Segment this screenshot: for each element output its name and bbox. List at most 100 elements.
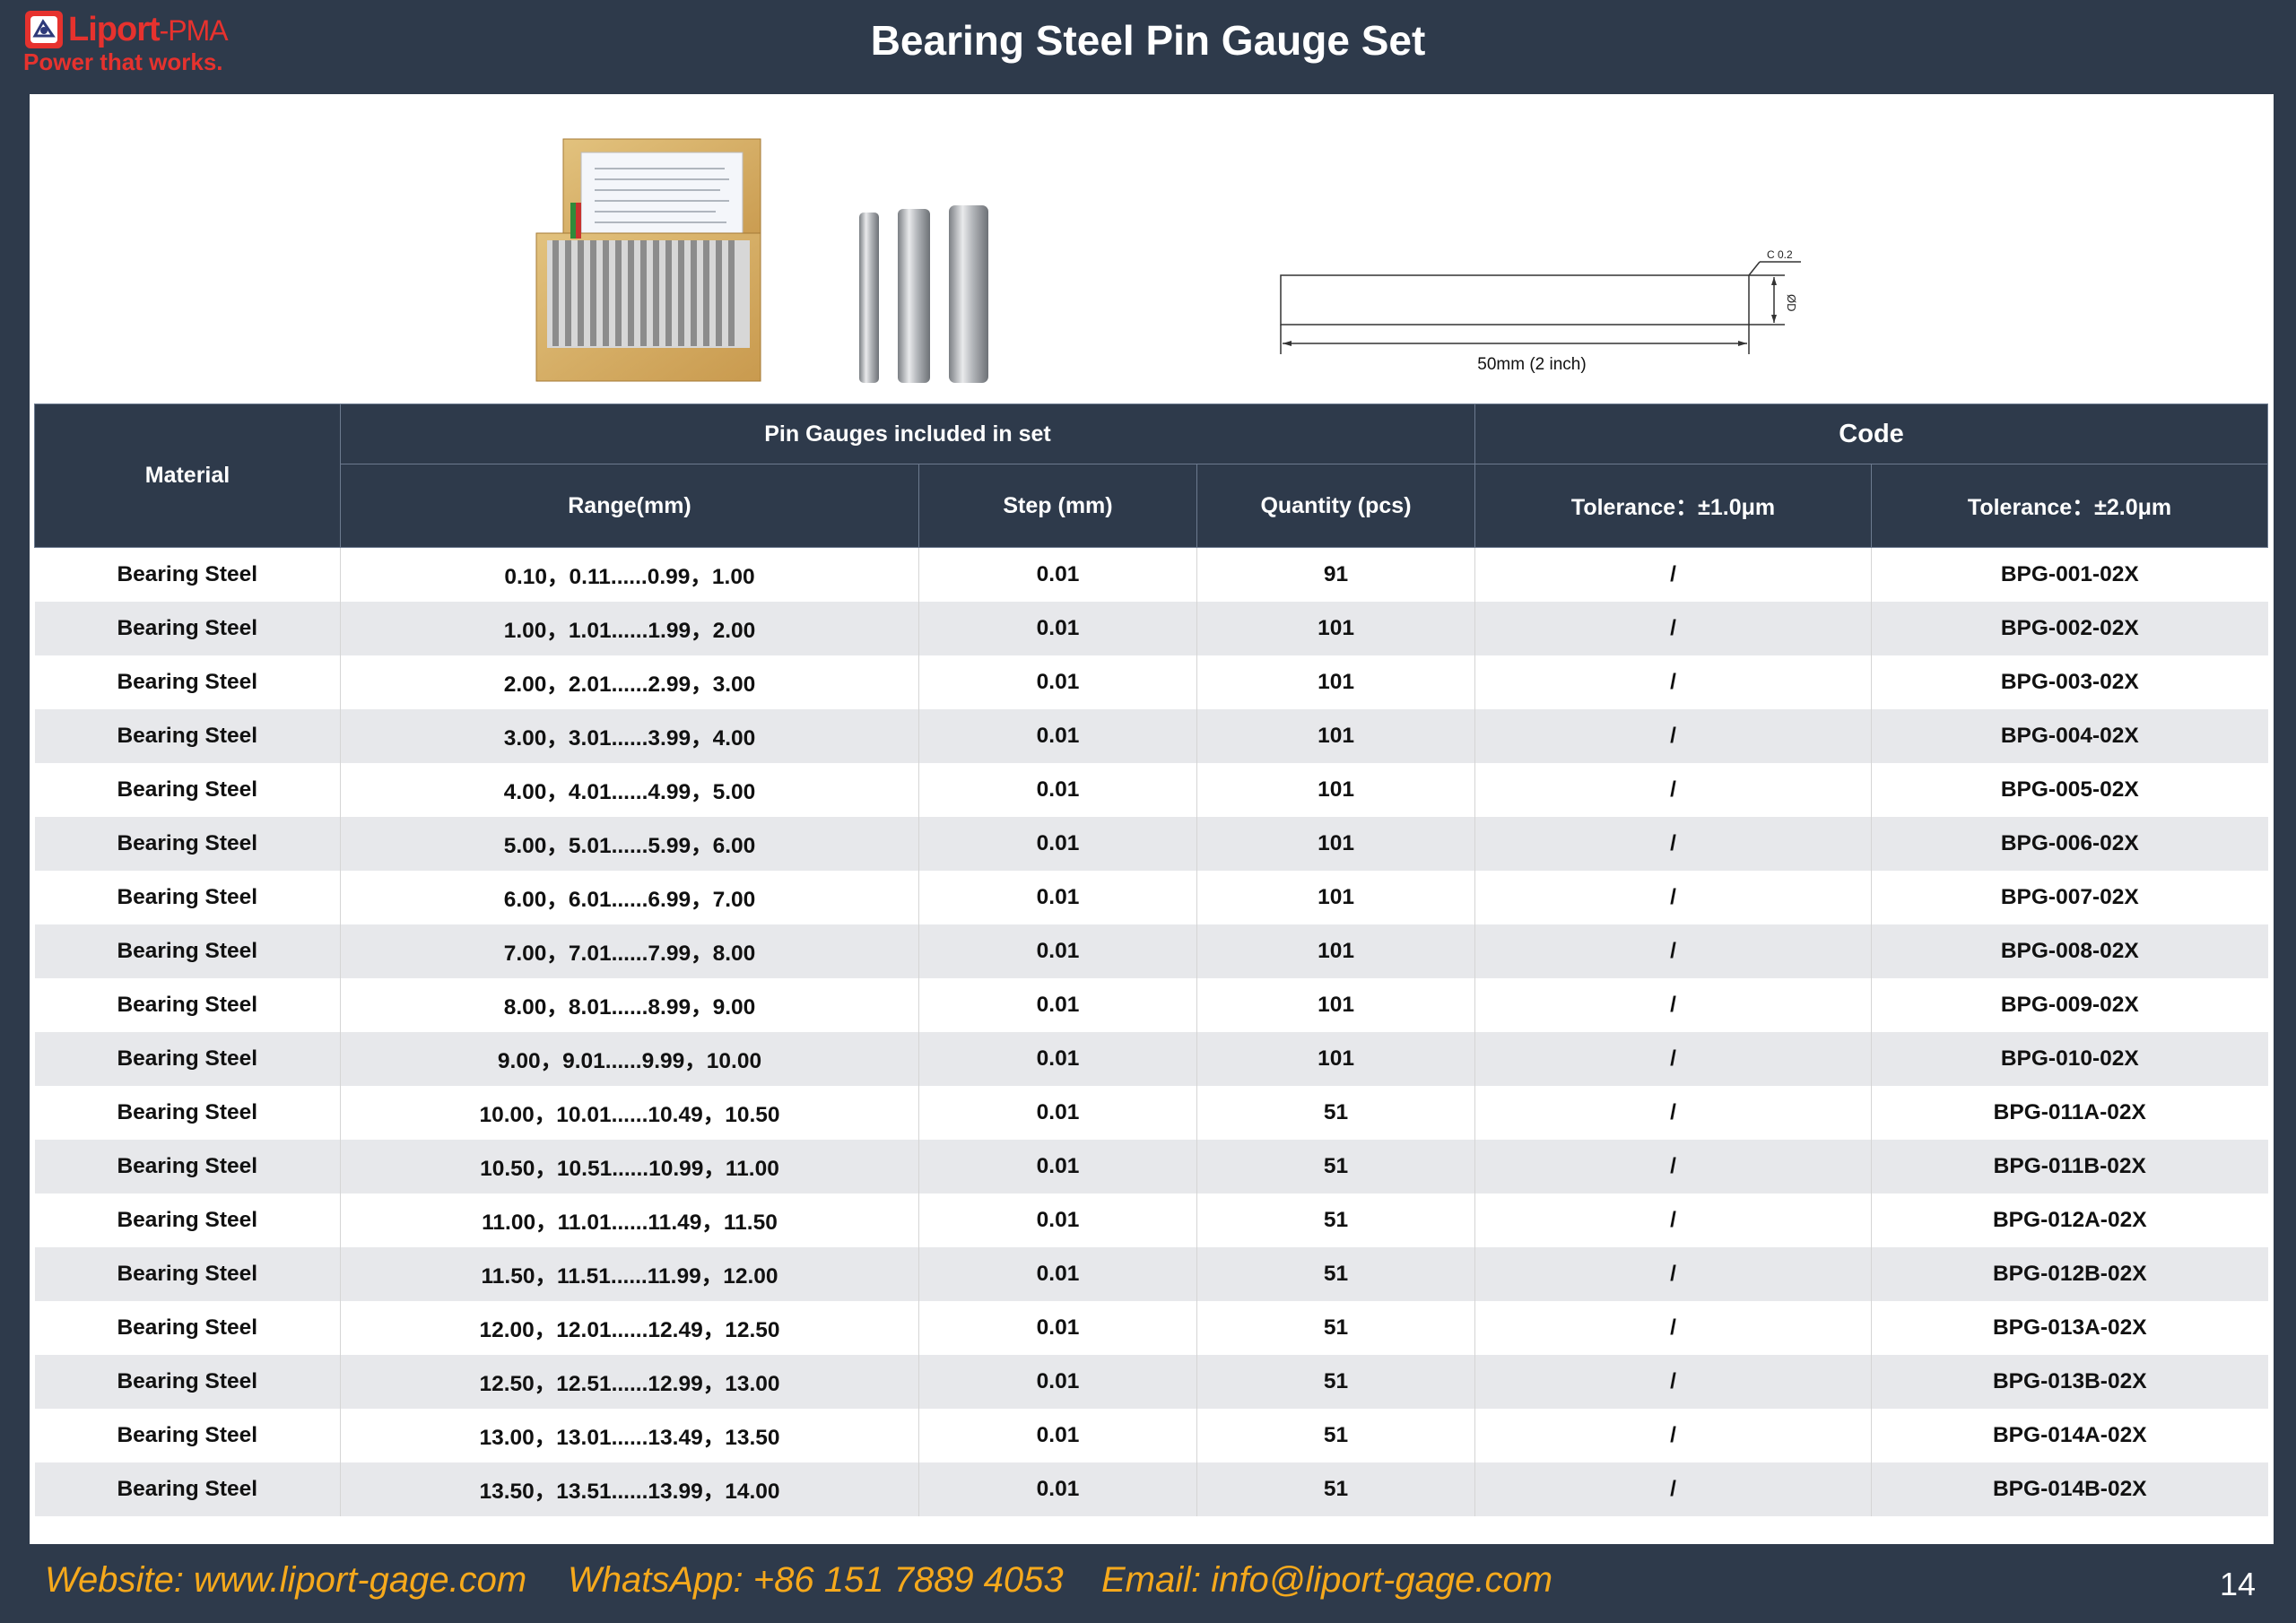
table-row: Bearing Steel 12.50，12.51......12.99，13.0… bbox=[34, 1355, 2268, 1409]
quantity-cell: 101 bbox=[1196, 709, 1475, 763]
tolerance-1um-cell: / bbox=[1474, 817, 1872, 871]
table-row: Bearing Steel 3.00，3.01......3.99，4.00 0.0… bbox=[34, 709, 2268, 763]
material-cell: Bearing Steel bbox=[34, 924, 341, 978]
material-cell: Bearing Steel bbox=[34, 978, 341, 1032]
table-row: Bearing Steel 11.50，11.51......11.99，12.0… bbox=[34, 1247, 2268, 1301]
range-cell: 10.50，10.51......10.99，11.00 bbox=[340, 1140, 919, 1193]
code-cell: BPG-014B-02X bbox=[1871, 1462, 2268, 1516]
quantity-cell: 51 bbox=[1196, 1462, 1475, 1516]
material-cell: Bearing Steel bbox=[34, 1140, 341, 1193]
code-cell: BPG-003-02X bbox=[1871, 655, 2268, 709]
table-row: Bearing Steel 12.00，12.01......12.49，12.5… bbox=[34, 1301, 2268, 1355]
tolerance-1um-cell: / bbox=[1474, 1193, 1872, 1247]
tolerance-1um-cell: / bbox=[1474, 547, 1872, 602]
tolerance-1um-cell: / bbox=[1474, 602, 1872, 655]
whatsapp-contact[interactable]: WhatsApp: +86 151 7889 4053 bbox=[568, 1560, 1064, 1600]
tolerance-1um-cell: / bbox=[1474, 1086, 1872, 1140]
range-cell: 8.00，8.01......8.99，9.00 bbox=[340, 978, 919, 1032]
range-cell: 12.00，12.01......12.49，12.50 bbox=[340, 1301, 919, 1355]
code-cell: BPG-012B-02X bbox=[1871, 1247, 2268, 1301]
quantity-cell: 101 bbox=[1196, 655, 1475, 709]
code-cell: BPG-008-02X bbox=[1871, 924, 2268, 978]
tolerance-1um-cell: / bbox=[1474, 1462, 1872, 1516]
material-cell: Bearing Steel bbox=[34, 763, 341, 817]
range-cell: 4.00，4.01......4.99，5.00 bbox=[340, 763, 919, 817]
quantity-cell: 101 bbox=[1196, 763, 1475, 817]
material-cell: Bearing Steel bbox=[34, 547, 341, 602]
quantity-cell: 51 bbox=[1196, 1355, 1475, 1409]
pin-gauge-box-photo bbox=[535, 138, 761, 382]
step-cell: 0.01 bbox=[918, 763, 1197, 817]
table-row: Bearing Steel 10.00，10.01......10.49，10.5… bbox=[34, 1086, 2268, 1140]
table-row: Bearing Steel 13.00，13.01......13.49，13.5… bbox=[34, 1409, 2268, 1462]
code-cell: BPG-014A-02X bbox=[1871, 1409, 2268, 1462]
table-row: Bearing Steel 9.00，9.01......9.99，10.00 0.… bbox=[34, 1032, 2268, 1086]
step-header: Step (mm) bbox=[918, 464, 1197, 548]
table-row: Bearing Steel 11.00，11.01......11.49，11.5… bbox=[34, 1193, 2268, 1247]
material-cell: Bearing Steel bbox=[34, 1086, 341, 1140]
range-cell: 0.10，0.11......0.99，1.00 bbox=[340, 547, 919, 602]
table-row: Bearing Steel 8.00，8.01......8.99，9.00 0.0… bbox=[34, 978, 2268, 1032]
step-cell: 0.01 bbox=[918, 1247, 1197, 1301]
tolerance-1um-cell: / bbox=[1474, 978, 1872, 1032]
step-cell: 0.01 bbox=[918, 1409, 1197, 1462]
range-cell: 13.50，13.51......13.99，14.00 bbox=[340, 1462, 919, 1516]
range-cell: 5.00，5.01......5.99，6.00 bbox=[340, 817, 919, 871]
code-header: Code bbox=[1474, 404, 2269, 464]
code-cell: BPG-009-02X bbox=[1871, 978, 2268, 1032]
website-link[interactable]: Website: www.liport-gage.com bbox=[45, 1560, 527, 1600]
code-cell: BPG-010-02X bbox=[1871, 1032, 2268, 1086]
code-cell: BPG-001-02X bbox=[1871, 547, 2268, 602]
quantity-cell: 101 bbox=[1196, 924, 1475, 978]
tolerance-1um-cell: / bbox=[1474, 1247, 1872, 1301]
chamfer-label: C 0.2 bbox=[1767, 248, 1793, 261]
table-row: Bearing Steel 13.50，13.51......13.99，14.0… bbox=[34, 1462, 2268, 1516]
pin-dimension-drawing: C 0.2 ØD 50mm (2 inch) bbox=[1280, 248, 1801, 374]
code-cell: BPG-011A-02X bbox=[1871, 1086, 2268, 1140]
quantity-cell: 51 bbox=[1196, 1247, 1475, 1301]
material-cell: Bearing Steel bbox=[34, 1032, 341, 1086]
step-cell: 0.01 bbox=[918, 1355, 1197, 1409]
table-row: Bearing Steel 1.00，1.01......1.99，2.00 0.0… bbox=[34, 602, 2268, 655]
code-cell: BPG-013A-02X bbox=[1871, 1301, 2268, 1355]
material-cell: Bearing Steel bbox=[34, 1355, 341, 1409]
step-cell: 0.01 bbox=[918, 1193, 1197, 1247]
product-images: C 0.2 ØD 50mm (2 inch) bbox=[30, 135, 2274, 457]
pin-gauge-table: Material Pin Gauges included in set Code… bbox=[34, 404, 2269, 1516]
range-cell: 11.50，11.51......11.99，12.00 bbox=[340, 1247, 919, 1301]
range-cell: 12.50，12.51......12.99，13.00 bbox=[340, 1355, 919, 1409]
quantity-cell: 101 bbox=[1196, 978, 1475, 1032]
step-cell: 0.01 bbox=[918, 655, 1197, 709]
tolerance-1um-header: Tolerance：±1.0μm bbox=[1474, 464, 1873, 548]
table-row: Bearing Steel 7.00，7.01......7.99，8.00 0.0… bbox=[34, 924, 2268, 978]
page-title: Bearing Steel Pin Gauge Set bbox=[870, 17, 1426, 64]
table-row: Bearing Steel 10.50，10.51......10.99，11.0… bbox=[34, 1140, 2268, 1193]
step-cell: 0.01 bbox=[918, 817, 1197, 871]
logo-wordmark: Liport-PMA bbox=[68, 10, 229, 48]
email-link[interactable]: Email: info@liport-gage.com bbox=[1101, 1560, 1553, 1600]
code-cell: BPG-005-02X bbox=[1871, 763, 2268, 817]
tolerance-1um-cell: / bbox=[1474, 1355, 1872, 1409]
step-cell: 0.01 bbox=[918, 871, 1197, 924]
pin-gauges-photo bbox=[859, 205, 988, 383]
step-cell: 0.01 bbox=[918, 1086, 1197, 1140]
material-cell: Bearing Steel bbox=[34, 709, 341, 763]
range-cell: 1.00，1.01......1.99，2.00 bbox=[340, 602, 919, 655]
tolerance-1um-cell: / bbox=[1474, 1409, 1872, 1462]
material-cell: Bearing Steel bbox=[34, 817, 341, 871]
tolerance-1um-cell: / bbox=[1474, 924, 1872, 978]
quantity-cell: 51 bbox=[1196, 1409, 1475, 1462]
step-cell: 0.01 bbox=[918, 924, 1197, 978]
material-cell: Bearing Steel bbox=[34, 1301, 341, 1355]
step-cell: 0.01 bbox=[918, 1032, 1197, 1086]
table-row: Bearing Steel 4.00，4.01......4.99，5.00 0.0… bbox=[34, 763, 2268, 817]
material-cell: Bearing Steel bbox=[34, 1193, 341, 1247]
material-cell: Bearing Steel bbox=[34, 1409, 341, 1462]
quantity-cell: 51 bbox=[1196, 1086, 1475, 1140]
step-cell: 0.01 bbox=[918, 1140, 1197, 1193]
material-header: Material bbox=[34, 404, 341, 548]
logo: Liport-PMA Power that works. bbox=[23, 9, 248, 90]
material-cell: Bearing Steel bbox=[34, 1462, 341, 1516]
tolerance-1um-cell: / bbox=[1474, 1140, 1872, 1193]
quantity-cell: 101 bbox=[1196, 817, 1475, 871]
